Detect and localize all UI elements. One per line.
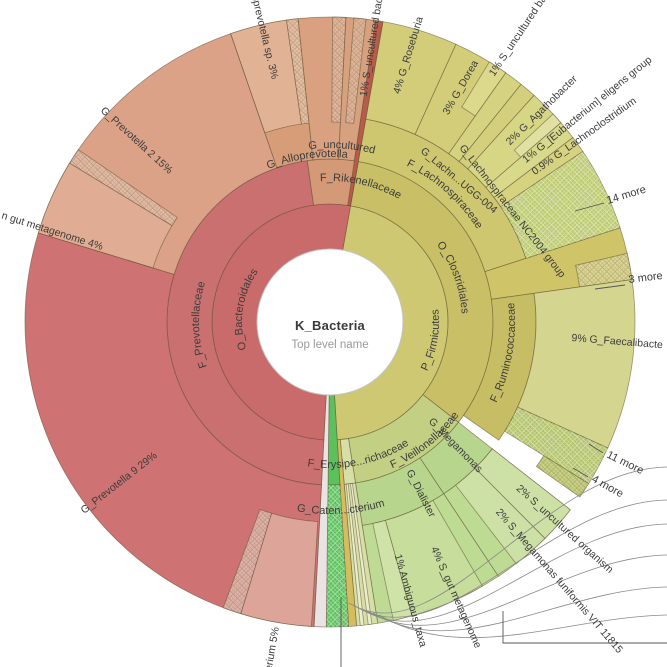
callout-line-11-more <box>588 443 604 454</box>
callout-label-11-more[interactable]: 11 more <box>605 449 646 477</box>
leader-curve-5 <box>378 614 667 639</box>
segment-eleven-more-hatch <box>504 407 608 484</box>
segment-caten-sliver-2[interactable] <box>345 483 365 626</box>
leader-lines-layer <box>340 202 667 667</box>
leader-curve-1 <box>354 499 667 618</box>
callout-line-4-more <box>572 467 589 478</box>
callout-label-14-more[interactable]: 14 more <box>605 184 647 207</box>
center-circle[interactable] <box>256 248 404 396</box>
radial-label-1-s-uncultured-bacterium: 1% S_uncultured bacterium <box>487 0 569 79</box>
segment-fourteen-more-hatch <box>500 151 621 259</box>
segment-three-more-hatch <box>575 253 633 287</box>
segment-riken-hatch-sliver-hatch <box>345 17 367 124</box>
segment-s-megamonas-funiformis[interactable] <box>455 467 546 565</box>
leader-curve-2 <box>360 523 667 622</box>
leader-curve-3 <box>366 554 667 626</box>
segment-uncult-hatch-sliver-hatch <box>331 17 346 123</box>
segment-prev9-hatch-sliver-hatch <box>223 509 272 614</box>
radial-label-ured-bacterium-5-: ured bacterium 5% <box>255 626 281 667</box>
segment-green-phylum-outer-hatch <box>326 484 349 628</box>
callout-label-3-more[interactable]: 3 more <box>628 270 663 286</box>
leader-curve-0 <box>348 466 667 614</box>
segment-dark-red-sliver[interactable] <box>347 19 384 207</box>
leader-line-1 <box>502 611 667 644</box>
callout-line-3-more <box>594 284 626 290</box>
leader-curve-4 <box>372 586 667 632</box>
segment-caten-sliver-1[interactable] <box>349 482 373 626</box>
segments-layer <box>24 16 636 628</box>
segment-alloprev-hatch-sliver-hatch <box>286 18 310 125</box>
segment-g-prevotella-9[interactable] <box>24 232 322 628</box>
segment-prev2-hatch-sliver-hatch <box>69 149 178 226</box>
segment-four-more-hatch <box>536 455 589 497</box>
callout-line-14-more <box>574 202 605 212</box>
